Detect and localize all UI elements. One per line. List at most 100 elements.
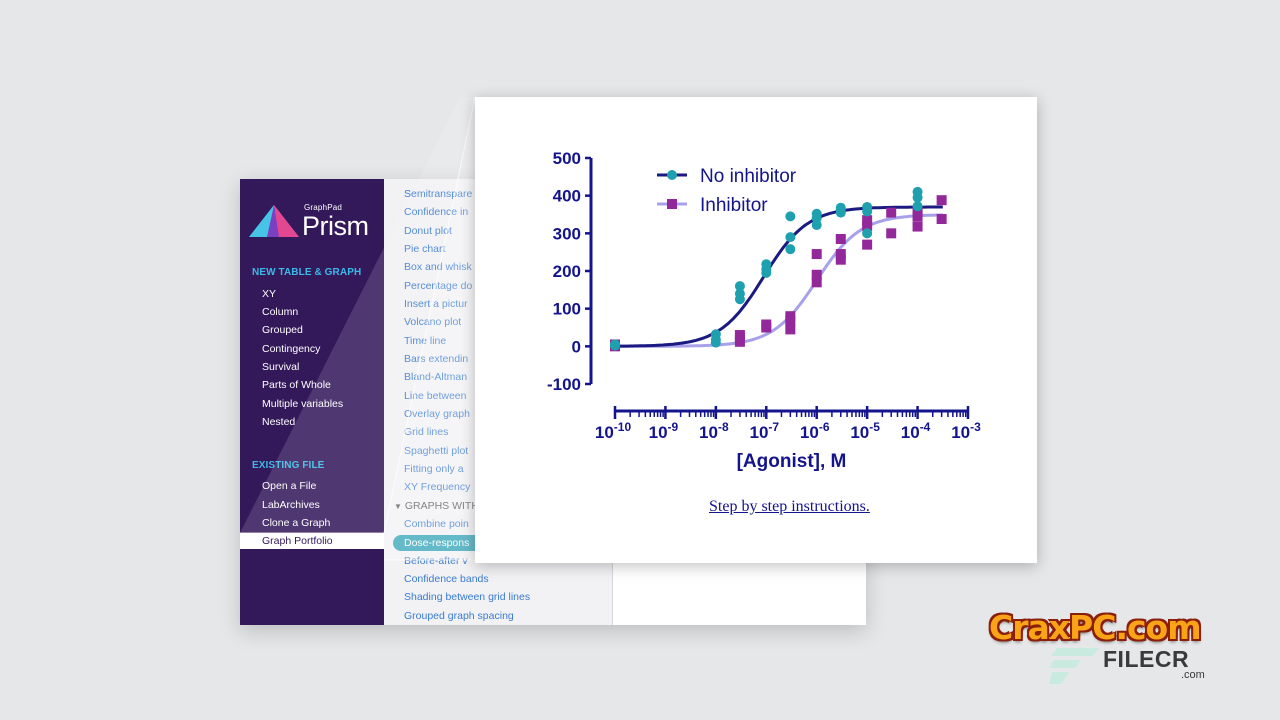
no-inhibitor-data-point: [785, 244, 796, 255]
list-item[interactable]: Semitranspare: [404, 188, 473, 200]
list-item[interactable]: Percentage do: [404, 280, 473, 292]
legend-no-inhibitor-marker: [667, 170, 677, 180]
inhibitor-data-point: [835, 233, 846, 244]
inhibitor-data-point: [912, 211, 923, 222]
step-by-step-link-text[interactable]: Step by step instructions: [709, 498, 866, 515]
no-inhibitor-data-point: [835, 202, 846, 213]
sidebar-item-parts-of-whole[interactable]: Parts of Whole: [262, 379, 331, 391]
no-inhibitor-data-point: [912, 201, 923, 212]
x-tick-label: 10-6: [800, 420, 830, 442]
new-table-heading: NEW TABLE & GRAPH: [252, 267, 362, 278]
inhibitor-data-point: [811, 277, 822, 288]
group-heading[interactable]: ▼ GRAPHS WITH: [394, 500, 479, 512]
group-heading-label: GRAPHS WITH: [404, 500, 479, 512]
sidebar-item-xy[interactable]: XY: [262, 288, 277, 300]
no-inhibitor-data-point: [710, 329, 721, 340]
inhibitor-fit-curve: [615, 213, 943, 348]
y-tick-label: 300: [553, 224, 581, 243]
inhibitor-data-point: [761, 319, 772, 330]
list-item[interactable]: Volcano plot: [404, 316, 462, 328]
watermark-sub-text: FILECR: [1103, 646, 1190, 672]
list-item[interactable]: Bars extendin: [404, 353, 469, 365]
list-item[interactable]: Grid lines: [404, 426, 449, 438]
y-tick-label: 0: [572, 337, 581, 356]
no-inhibitor-data-point: [761, 259, 772, 270]
list-item[interactable]: Time line: [404, 335, 447, 347]
disclosure-triangle-icon[interactable]: ▼: [394, 502, 402, 511]
list-item[interactable]: Confidence in: [404, 206, 469, 218]
list-item[interactable]: Overlay graph: [404, 408, 470, 420]
list-item[interactable]: Donut plot: [404, 225, 452, 237]
sidebar-item-contingency[interactable]: Contingency: [262, 343, 321, 355]
inhibitor-data-point: [734, 330, 745, 341]
inhibitor-data-point: [835, 254, 846, 265]
x-tick-label: 10-5: [850, 420, 880, 442]
list-item[interactable]: Before-after v: [404, 555, 468, 567]
no-inhibitor-data-point: [785, 232, 796, 243]
sidebar-item-grouped[interactable]: Grouped: [262, 324, 303, 336]
existing-file-heading: EXISTING FILE: [252, 460, 325, 471]
inhibitor-data-point: [862, 239, 873, 250]
y-tick-label: 500: [553, 149, 581, 168]
list-item[interactable]: Line between: [404, 390, 467, 402]
inhibitor-data-point: [862, 215, 873, 226]
sidebar-item-survival[interactable]: Survival: [262, 361, 300, 373]
legend-no-inhibitor-label: No inhibitor: [700, 166, 797, 187]
no-inhibitor-data-point: [862, 228, 873, 239]
inhibitor-data-point: [936, 195, 947, 206]
sidebar-item-clone-graph[interactable]: Clone a Graph: [262, 517, 331, 529]
inhibitor-data-point: [862, 220, 873, 231]
logo-big-text: Prism: [302, 211, 369, 241]
list-item[interactable]: Confidence bands: [404, 573, 489, 585]
inhibitor-data-point: [785, 311, 796, 322]
sidebar-item-open-file[interactable]: Open a File: [262, 480, 317, 492]
list-item[interactable]: Fitting only a: [404, 463, 464, 475]
dose-response-chart: 500 400 300 200 100 0 -100 10-10 10-9 10-8 10-7 10-…: [547, 149, 981, 472]
filecr-logo-icon: [1049, 648, 1099, 684]
step-by-step-link[interactable]: Step by step instructions.: [709, 498, 870, 516]
y-tick-label: 100: [553, 300, 581, 319]
watermark-com-text: .com: [1181, 669, 1205, 681]
list-item[interactable]: Spaghetti plot: [404, 445, 469, 457]
sidebar-item-nested[interactable]: Nested: [262, 416, 296, 428]
list-item[interactable]: Grouped graph spacing: [404, 610, 514, 622]
legend-inhibitor-marker: [667, 199, 677, 209]
no-inhibitor-data-point: [610, 340, 620, 351]
list-item[interactable]: Bland-Altman: [404, 371, 468, 383]
sidebar-item-multiple-variables[interactable]: Multiple variables: [262, 398, 344, 410]
no-inhibitor-data-point: [734, 281, 745, 292]
legend-inhibitor-label: Inhibitor: [700, 195, 768, 216]
sidebar-item-column[interactable]: Column: [262, 306, 299, 318]
x-tick-label: 10-4: [901, 420, 931, 442]
list-item[interactable]: XY Frequency: [404, 481, 471, 493]
x-tick-label: 10-7: [749, 420, 779, 442]
list-item[interactable]: Pie chart: [404, 243, 446, 255]
watermark: CraxPC.com FILECR .com: [985, 606, 1225, 686]
inhibitor-data-point: [912, 221, 923, 232]
inhibitor-data-point: [886, 207, 897, 218]
y-tick-label: 200: [553, 262, 581, 281]
list-item[interactable]: Box and whisk: [404, 261, 472, 273]
inhibitor-data-point: [936, 214, 947, 225]
prism-logo-icon: [249, 205, 299, 237]
x-axis-label: [Agonist], M: [737, 451, 847, 472]
inhibitor-data-point: [886, 228, 897, 239]
logo-small-text: GraphPad: [304, 203, 343, 212]
list-item[interactable]: Combine poin: [404, 518, 469, 530]
graph-preview-panel: 500 400 300 200 100 0 -100 10-10 10-9 10-8 10-7 10-…: [475, 97, 1037, 563]
sidebar-item-graph-portfolio[interactable]: Graph Portfolio: [240, 533, 384, 549]
sidebar: GraphPad Prism NEW TABLE & GRAPH XY Colu…: [240, 179, 384, 625]
prism-logo: GraphPad Prism: [249, 203, 379, 243]
no-inhibitor-data-point: [811, 208, 822, 219]
inhibitor-data-point: [811, 249, 822, 260]
no-inhibitor-data-point: [785, 211, 796, 222]
list-item[interactable]: Shading between grid lines: [404, 591, 531, 603]
link-period: .: [865, 498, 870, 515]
no-inhibitor-data-point: [912, 186, 923, 197]
sidebar-item-labarchives[interactable]: LabArchives: [262, 499, 320, 511]
no-inhibitor-fit-curve: [615, 205, 943, 348]
list-item[interactable]: Insert a pictur: [404, 298, 468, 310]
watermark-main-text: CraxPC.com: [989, 608, 1202, 647]
inhibitor-data-point: [835, 249, 846, 260]
x-tick-label: 10-10: [595, 420, 632, 442]
